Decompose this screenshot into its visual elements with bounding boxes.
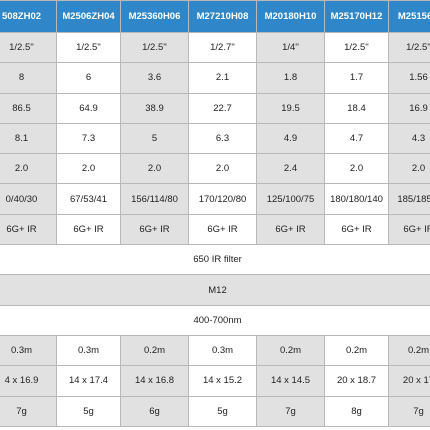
table-cell: 8 (0, 62, 57, 94)
table-cell: 2.0 (0, 153, 57, 185)
table-cell: 0.2m (120, 334, 189, 367)
table-cell: 6g (120, 395, 189, 427)
header-cell: M27210H08 (188, 0, 257, 33)
table-cell: 4.7 (324, 122, 389, 155)
table-cell: 0.3m (56, 334, 121, 367)
table-cell: 4 x 16.9 (0, 365, 57, 397)
table-cell: 1/4'' (256, 31, 325, 64)
table-cell: 14 x 15.2 (188, 365, 257, 397)
shared-cell: 400-700nm (0, 304, 430, 336)
table-cell: 1.8 (256, 62, 325, 94)
table-cell: 1.56 (388, 62, 430, 94)
table-row: 0/40/30 67/53/41 156/114/80 170/120/80 1… (0, 183, 430, 215)
table-cell: 0.3m (0, 334, 57, 367)
table-cell: 2.0 (188, 153, 257, 185)
table-cell: 0.3m (188, 334, 257, 367)
table-row: 1/2.5'' 1/2.5'' 1/2.5'' 1/2.7'' 1/4'' 1/… (0, 31, 430, 64)
table-row-shared: M12 (0, 274, 430, 306)
header-cell: M20180H10 (256, 0, 325, 33)
header-cell: 508ZH02 (0, 0, 57, 33)
table-cell: 14 x 17.4 (56, 365, 121, 397)
table-cell: 125/100/75 (256, 183, 325, 215)
table-row: 4 x 16.9 14 x 17.4 14 x 16.8 14 x 15.2 1… (0, 365, 430, 397)
table-cell: 1/2.5'' (0, 31, 57, 64)
table-cell: 4.9 (256, 122, 325, 155)
table-cell: 8.1 (0, 122, 57, 155)
table-cell: 5g (56, 395, 121, 427)
table-cell: 2.0 (324, 153, 389, 185)
table-cell: 4.3 (388, 122, 430, 155)
table-cell: 38.9 (120, 92, 189, 124)
table-cell: 1/2.5'' (120, 31, 189, 64)
table-cell: 5g (188, 395, 257, 427)
table-cell: 0.2m (324, 334, 389, 367)
table-cell: 6.3 (188, 122, 257, 155)
table-cell: 0/40/30 (0, 183, 57, 215)
table-cell: 16.9 (388, 92, 430, 124)
table-cell: 170/120/80 (188, 183, 257, 215)
header-cell: M25360H06 (120, 0, 189, 33)
table-cell: 8g (324, 395, 389, 427)
table-cell: 3.6 (120, 62, 189, 94)
table-row: 86.5 64.9 38.9 22.7 19.5 18.4 16.9 (0, 92, 430, 124)
table-row: 8 6 3.6 2.1 1.8 1.7 1.56 (0, 62, 430, 94)
table-cell: 6G+ IR (188, 213, 257, 246)
table-cell: 2.0 (56, 153, 121, 185)
table-cell: 156/114/80 (120, 183, 189, 215)
table-cell: 7g (388, 395, 430, 427)
table-row-shared: 400-700nm (0, 304, 430, 336)
table-cell: 18.4 (324, 92, 389, 124)
shared-cell: 650 IR filter (0, 244, 430, 276)
table-cell: 1.7 (324, 62, 389, 94)
table-cell: 6G+ IR (56, 213, 121, 246)
table-cell: 6G+ IR (324, 213, 389, 246)
table-cell: 19.5 (256, 92, 325, 124)
table-row: 2.0 2.0 2.0 2.0 2.4 2.0 2.0 (0, 153, 430, 185)
table-cell: 20 x 18.7 (324, 365, 389, 397)
table-cell: 20 x 17 (388, 365, 430, 397)
table-row: 7g 5g 6g 5g 7g 8g 7g (0, 395, 430, 427)
table-cell: 64.9 (56, 92, 121, 124)
table-cell: 5 (120, 122, 189, 155)
table-cell: 6G+ IR (256, 213, 325, 246)
table-cell: 2.4 (256, 153, 325, 185)
table-row: 8.1 7.3 5 6.3 4.9 4.7 4.3 (0, 122, 430, 155)
table-cell: 14 x 16.8 (120, 365, 189, 397)
table-row: 0.3m 0.3m 0.2m 0.3m 0.2m 0.2m 0.2m (0, 334, 430, 367)
table-row: 6G+ IR 6G+ IR 6G+ IR 6G+ IR 6G+ IR 6G+ I… (0, 213, 430, 246)
table-cell: 67/53/41 (56, 183, 121, 215)
table-cell: 2.0 (120, 153, 189, 185)
table-cell: 1/2.5'' (388, 31, 430, 64)
table-cell: 6 (56, 62, 121, 94)
table-row-shared: 650 IR filter (0, 244, 430, 276)
header-cell: M25170H12 (324, 0, 389, 33)
table-cell: 6G+ IR (388, 213, 430, 246)
table-cell: 2.1 (188, 62, 257, 94)
table-cell: 1/2.7'' (188, 31, 257, 64)
table-cell: 180/180/140 (324, 183, 389, 215)
table-cell: 7g (0, 395, 57, 427)
table-cell: 7.3 (56, 122, 121, 155)
table-cell: 22.7 (188, 92, 257, 124)
header-cell: M25156H (388, 0, 430, 33)
header-cell: M2506ZH04 (56, 0, 121, 33)
table-cell: 6G+ IR (120, 213, 189, 246)
table-cell: 2.0 (388, 153, 430, 185)
table-cell: 14 x 14.5 (256, 365, 325, 397)
table-cell: 0.2m (256, 334, 325, 367)
table-cell: 7g (256, 395, 325, 427)
table-cell: 1/2.5'' (324, 31, 389, 64)
shared-cell: M12 (0, 274, 430, 306)
header-row: 508ZH02 M2506ZH04 M25360H06 M27210H08 M2… (0, 0, 430, 33)
table-cell: 1/2.5'' (56, 31, 121, 64)
table-cell: 0.2m (388, 334, 430, 367)
table-cell: 185/185/1 (388, 183, 430, 215)
table-cell: 86.5 (0, 92, 57, 124)
table-cell: 6G+ IR (0, 213, 57, 246)
